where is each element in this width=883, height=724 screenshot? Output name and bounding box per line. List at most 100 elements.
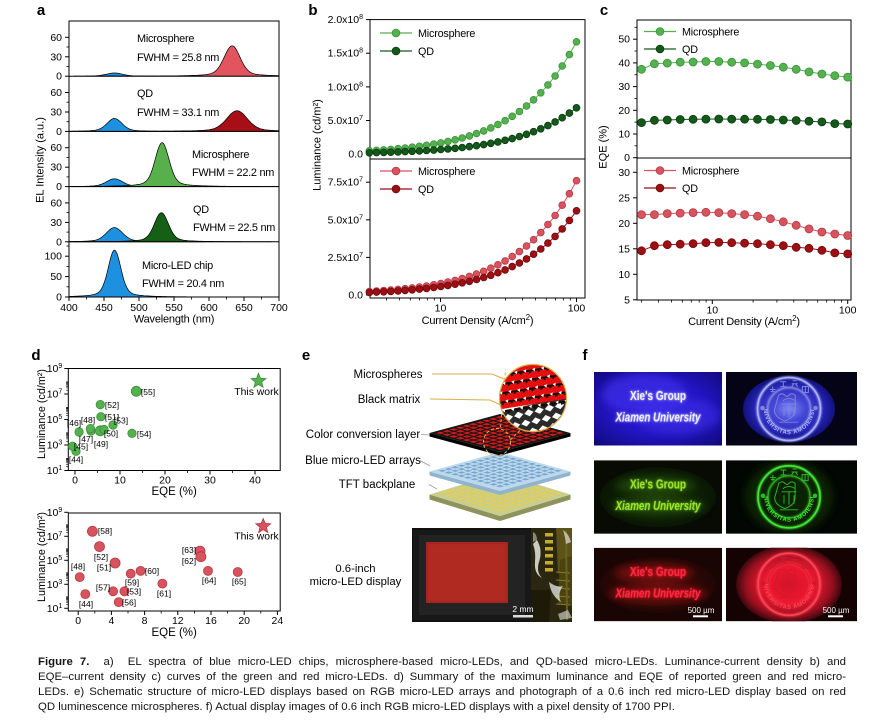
svg-text:Microsphere: Microsphere: [192, 149, 249, 161]
svg-text:105: 105: [47, 414, 63, 426]
svg-text:30: 30: [618, 81, 630, 93]
svg-text:[46]: [46]: [67, 418, 81, 428]
svg-text:100: 100: [44, 251, 62, 263]
svg-text:500 µm: 500 µm: [823, 606, 850, 615]
svg-text:[51]: [51]: [105, 412, 119, 422]
svg-text:[51]: [51]: [97, 563, 111, 573]
svg-text:0: 0: [56, 236, 62, 248]
svg-text:15: 15: [618, 243, 630, 255]
svg-text:[61]: [61]: [157, 589, 171, 599]
svg-text:16: 16: [205, 615, 217, 627]
svg-text:EL Intensity (a.u.): EL Intensity (a.u.): [35, 117, 47, 203]
svg-text:[48]: [48]: [81, 415, 95, 425]
svg-text:Color conversion layer: Color conversion layer: [306, 429, 421, 441]
svg-text:Wavelength (nm): Wavelength (nm): [134, 314, 214, 326]
svg-text:109: 109: [47, 507, 63, 519]
svg-text:103: 103: [47, 440, 63, 452]
svg-text:QD: QD: [418, 184, 434, 196]
svg-text:40: 40: [618, 57, 630, 69]
svg-text:10: 10: [114, 475, 126, 487]
svg-text:20: 20: [238, 615, 250, 627]
svg-text:500 µm: 500 µm: [688, 606, 715, 615]
svg-text:107: 107: [47, 389, 63, 401]
svg-text:10: 10: [618, 129, 630, 141]
svg-text:[54]: [54]: [137, 429, 151, 439]
svg-text:105: 105: [47, 555, 63, 567]
svg-text:d: d: [31, 347, 40, 364]
svg-text:FWHM = 20.4 nm: FWHM = 20.4 nm: [142, 278, 224, 290]
svg-text:2.5x107: 2.5x107: [328, 252, 364, 264]
svg-text:Micro-LED chip: Micro-LED chip: [142, 260, 213, 272]
svg-text:b: b: [308, 2, 317, 19]
svg-text:[44]: [44]: [69, 455, 83, 465]
svg-text:[55]: [55]: [141, 387, 155, 397]
svg-text:5.0x107: 5.0x107: [328, 214, 364, 226]
svg-text:QD: QD: [682, 183, 698, 195]
svg-text:TFT backplane: TFT backplane: [339, 479, 416, 491]
svg-text:Xiamen University: Xiamen University: [615, 585, 701, 600]
svg-text:10: 10: [618, 269, 630, 281]
svg-text:Xie's Group: Xie's Group: [630, 389, 686, 403]
svg-text:0: 0: [75, 615, 81, 627]
svg-text:2.0x108: 2.0x108: [328, 14, 364, 26]
svg-text:100: 100: [568, 303, 586, 315]
svg-text:103: 103: [47, 579, 63, 591]
svg-text:500: 500: [130, 302, 148, 314]
svg-text:50: 50: [50, 271, 62, 283]
svg-text:109: 109: [47, 363, 63, 375]
svg-text:25: 25: [618, 192, 630, 204]
svg-text:Microsphere: Microsphere: [418, 28, 475, 40]
svg-text:4: 4: [108, 615, 114, 627]
svg-text:550: 550: [165, 302, 183, 314]
svg-text:30: 30: [50, 51, 62, 63]
svg-text:60: 60: [50, 32, 62, 44]
svg-text:EQE (%): EQE (%): [598, 125, 610, 168]
svg-text:600: 600: [200, 302, 218, 314]
svg-text:QD: QD: [137, 88, 153, 100]
svg-text:f: f: [583, 347, 589, 364]
svg-text:[53]: [53]: [127, 587, 141, 597]
svg-text:10: 10: [706, 305, 718, 317]
svg-text:Black matrix: Black matrix: [358, 394, 421, 406]
svg-text:This work: This work: [234, 532, 279, 543]
svg-text:5: 5: [624, 294, 630, 306]
svg-text:Luminance (cd/m²): Luminance (cd/m²): [312, 99, 324, 191]
svg-text:20: 20: [618, 105, 630, 117]
svg-text:[65]: [65]: [232, 577, 246, 587]
svg-text:5.0x107: 5.0x107: [328, 115, 364, 127]
svg-text:40: 40: [249, 475, 261, 487]
svg-text:30: 30: [618, 167, 630, 179]
svg-text:60: 60: [50, 142, 62, 154]
svg-text:0: 0: [56, 126, 62, 138]
svg-text:This work: This work: [234, 387, 279, 398]
svg-text:650: 650: [235, 302, 253, 314]
svg-text:60: 60: [50, 87, 62, 99]
svg-text:QD: QD: [682, 44, 698, 56]
svg-text:Luminance (cd/m²): Luminance (cd/m²): [36, 512, 48, 602]
svg-text:0: 0: [72, 475, 78, 487]
svg-text:[64]: [64]: [202, 576, 216, 586]
svg-text:1.5x108: 1.5x108: [328, 48, 364, 60]
svg-text:[52]: [52]: [105, 400, 119, 410]
svg-text:EQE (%): EQE (%): [152, 627, 198, 639]
svg-text:[52]: [52]: [94, 552, 108, 562]
svg-text:0: 0: [624, 152, 630, 164]
svg-text:400: 400: [60, 302, 78, 314]
svg-text:Xiamen University: Xiamen University: [615, 498, 701, 513]
svg-text:FWHM = 22.2 nm: FWHM = 22.2 nm: [192, 167, 274, 179]
svg-text:0.0: 0.0: [348, 149, 363, 161]
svg-text:[60]: [60]: [145, 566, 159, 576]
svg-text:700: 700: [270, 302, 288, 314]
svg-text:450: 450: [95, 302, 113, 314]
svg-text:[58]: [58]: [98, 526, 112, 536]
svg-text:Xie's Group: Xie's Group: [630, 565, 686, 579]
svg-text:Blue micro-LED arrays: Blue micro-LED arrays: [305, 455, 421, 467]
svg-text:[57]: [57]: [96, 583, 110, 593]
svg-text:[59]: [59]: [125, 578, 139, 588]
svg-text:8: 8: [142, 615, 148, 627]
svg-text:e: e: [302, 347, 310, 364]
svg-text:c: c: [600, 2, 608, 19]
svg-text:10: 10: [435, 303, 447, 315]
svg-text:[49]: [49]: [94, 439, 108, 449]
svg-text:30: 30: [50, 107, 62, 119]
